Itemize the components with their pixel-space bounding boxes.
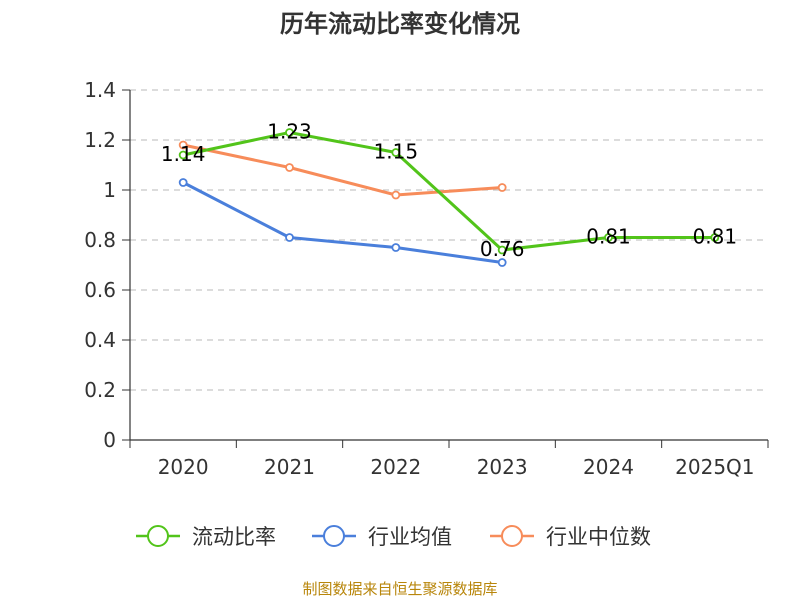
data-label: 1.14 <box>161 142 206 166</box>
x-axis-ticks: 2020 2021 2022 2023 2024 2025Q1 <box>129 440 769 479</box>
y-tick-label: 0.2 <box>84 378 116 402</box>
x-tick-label: 2024 <box>583 455 634 479</box>
data-point <box>285 163 294 172</box>
legend-label: 行业中位数 <box>546 525 651 549</box>
data-labels: 1.14 1.23 1.15 0.76 0.81 0.81 <box>161 120 737 262</box>
x-tick-label: 2020 <box>158 455 209 479</box>
data-point <box>497 183 507 192</box>
series-line-2 <box>182 181 503 264</box>
y-tick-label: 0.8 <box>84 228 116 252</box>
source-note: 制图数据来自恒生聚源数据库 <box>302 580 497 598</box>
gridlines <box>130 89 768 391</box>
data-point <box>178 178 188 187</box>
legend-label: 行业均值 <box>368 525 452 549</box>
series-line-1 <box>182 131 715 252</box>
data-point <box>178 140 188 150</box>
y-tick-label: 1 <box>103 178 116 202</box>
y-tick-label: 0.4 <box>84 328 116 352</box>
legend-item-3[interactable]: 行业中位数 <box>490 525 651 549</box>
data-label: 1.15 <box>374 140 419 164</box>
chart-title: 历年流动比率变化情况 <box>280 10 520 38</box>
legend-label: 流动比率 <box>192 525 276 549</box>
data-point <box>497 245 507 255</box>
data-point <box>604 233 613 242</box>
data-point <box>391 190 401 200</box>
legend-item-2[interactable]: 行业均值 <box>312 525 452 549</box>
data-point <box>391 148 401 157</box>
data-label: 0.81 <box>693 225 738 249</box>
series-line-3 <box>182 143 503 197</box>
x-tick-label: 2022 <box>370 455 421 479</box>
series-lines <box>182 131 715 264</box>
data-label: 0.76 <box>480 237 525 261</box>
y-axis-ticks: 0 0.2 0.4 0.6 0.8 1 1.2 1.4 <box>84 78 130 452</box>
y-tick-label: 0.6 <box>84 278 116 302</box>
data-point <box>285 233 294 242</box>
legend-marker <box>147 525 169 547</box>
legend-marker <box>323 525 345 547</box>
x-tick-label: 2021 <box>264 455 315 479</box>
axes <box>129 90 768 441</box>
legend-item-1[interactable]: 流动比率 <box>136 525 276 549</box>
data-label: 1.23 <box>267 120 312 144</box>
data-point <box>391 243 401 252</box>
x-tick-label: 2025Q1 <box>675 455 754 479</box>
series-points <box>178 128 720 267</box>
y-tick-label: 0 <box>103 428 116 452</box>
data-point <box>285 128 294 137</box>
data-label: 0.81 <box>586 225 631 249</box>
x-tick-label: 2023 <box>477 455 528 479</box>
legend-marker <box>501 525 523 547</box>
data-point <box>178 150 188 160</box>
y-tick-label: 1.4 <box>84 78 116 102</box>
data-point <box>710 233 720 242</box>
data-point <box>497 258 507 267</box>
legend[interactable]: 流动比率 行业均值 行业中位数 <box>136 525 651 549</box>
y-tick-label: 1.2 <box>84 128 116 152</box>
